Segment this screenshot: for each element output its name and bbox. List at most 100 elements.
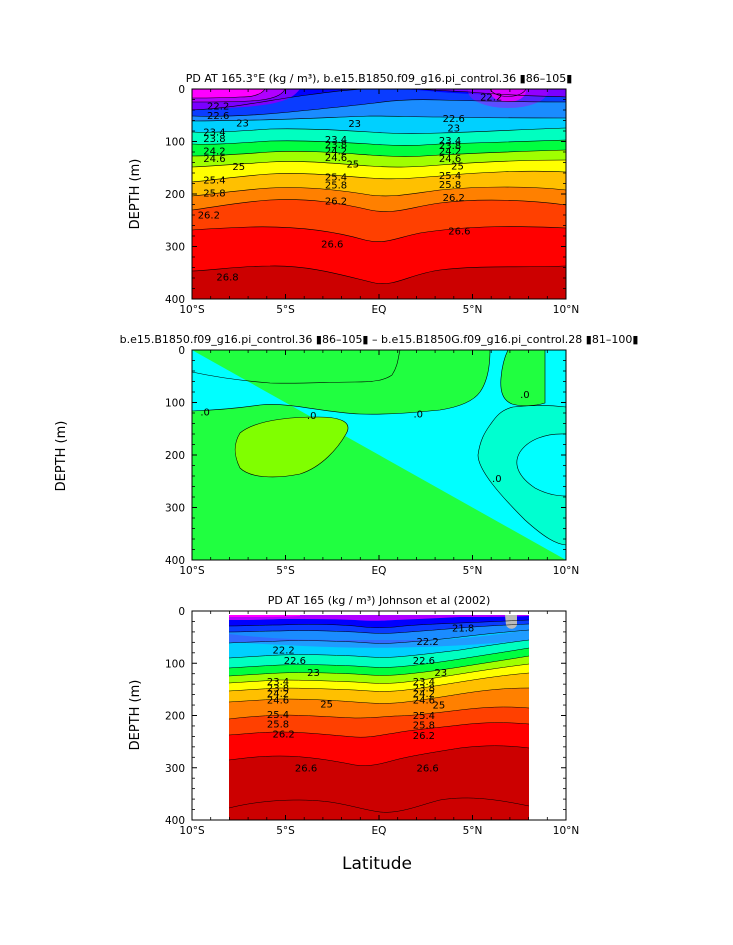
p1-band-magenta-right	[490, 89, 526, 102]
contour-label: 25.8	[325, 181, 347, 192]
contour-label: 24.2	[267, 689, 289, 700]
contour-label: 26.6	[448, 226, 470, 237]
contour-label: .0	[492, 474, 502, 485]
panel2-labels: .0 .0 .0 .0 .0	[200, 390, 530, 485]
y-tick-label: 100	[165, 137, 185, 149]
p3-contour-line	[229, 663, 529, 684]
x-tick-label: 5°S	[276, 304, 295, 316]
contour-label: 24.6	[439, 154, 461, 165]
contour-label: 22.6	[207, 111, 229, 122]
panel2-title: b.e15.B1850.f09_g16.pi_control.36 ▮86–10…	[120, 333, 639, 346]
contour-label: 23.8	[203, 134, 225, 145]
p1-band-magenta	[192, 89, 265, 98]
p3-contour-line	[229, 629, 529, 644]
contour-label: 23.8	[439, 141, 461, 152]
contour-label: 25	[432, 701, 445, 712]
p2-contour-line	[192, 350, 401, 384]
p1-contour-line	[192, 199, 566, 212]
p2-contour-lines	[192, 350, 566, 546]
contour-label: 22.6	[284, 656, 306, 667]
panel1-ylabel: DEPTH (m)	[128, 159, 143, 230]
y-tick-label: 200	[165, 450, 185, 462]
p1-contour-line	[192, 159, 566, 168]
p3-missing	[505, 615, 517, 629]
contour-label: 24.6	[203, 154, 225, 165]
contour-label: 26.2	[272, 729, 294, 740]
y-tick-label: 400	[165, 815, 185, 827]
p2-region-cyan-top	[192, 350, 566, 560]
contour-label: .0	[200, 407, 210, 418]
contour-label: 25.4	[203, 175, 225, 186]
contour-label: 26.8	[216, 272, 238, 283]
p3-band-magenta	[229, 615, 300, 617]
contour-label: 25	[346, 160, 359, 171]
contour-label: 25.8	[413, 720, 435, 731]
p1-contour-line	[192, 170, 566, 183]
panel2-axes: 10°S 5°S EQ 5°N 10°N 0 100 200 300 400	[165, 345, 579, 577]
y-tick-label: 0	[178, 606, 185, 618]
contour-label: 23	[348, 119, 361, 130]
x-tick-label: 10°S	[179, 565, 205, 577]
p3-contour-lines	[229, 619, 529, 813]
y-tick-label: 400	[165, 294, 185, 306]
contour-label: 23.8	[413, 683, 435, 694]
panel1-title: PD AT 165.3°E (kg / m³), b.e15.B1850.f09…	[186, 72, 573, 85]
panel3-axes: 10°S 5°S EQ 5°N 10°N 0 100 200 300 400	[165, 606, 579, 837]
panel3: PD AT 165 (kg / m³) Johnson et al (2002)	[128, 594, 579, 874]
p3-contour-line	[229, 647, 529, 669]
x-tick-label: 10°S	[179, 825, 205, 837]
contour-label: 23.4	[325, 135, 347, 146]
contour-label: 24.2	[203, 146, 225, 157]
contour-label: 23.8	[267, 683, 289, 694]
contour-label: .0	[413, 410, 423, 421]
p3-contour-line	[229, 706, 529, 720]
y-tick-label: 0	[178, 345, 185, 357]
panel1: PD AT 165.3°E (kg / m³), b.e15.B1850.f09…	[128, 72, 579, 316]
x-tick-label: 5°N	[463, 304, 483, 316]
panel2: b.e15.B1850.f09_g16.pi_control.36 ▮86–10…	[54, 333, 638, 577]
panel3-title: PD AT 165 (kg / m³) Johnson et al (2002)	[268, 594, 491, 607]
y-tick-label: 300	[165, 242, 185, 254]
x-tick-label: EQ	[372, 304, 387, 316]
contour-label: .0	[307, 411, 317, 422]
contour-label: 23.4	[203, 128, 225, 139]
contour-label: 22.6	[413, 656, 435, 667]
p3-contour-line	[229, 639, 529, 659]
contour-label: 26.2	[413, 731, 435, 742]
y-tick-label: 300	[165, 763, 185, 775]
p1-contour-line	[192, 89, 376, 111]
contour-label: 25	[451, 162, 464, 173]
x-tick-label: 10°S	[179, 304, 205, 316]
contour-label: 24.2	[325, 146, 347, 157]
p1-contour-line	[192, 89, 286, 103]
x-tick-label: EQ	[372, 565, 387, 577]
contour-label: 23.4	[413, 677, 435, 688]
contour-label: 22.6	[443, 114, 465, 125]
panel3-plot-area	[229, 615, 529, 820]
contour-label: 23.4	[439, 136, 461, 147]
x-tick-label: 10°N	[553, 825, 579, 837]
p3-contour-line	[229, 672, 529, 692]
p1-contour-line	[192, 127, 566, 134]
p3-band-violet	[229, 630, 529, 648]
contour-label: .0	[520, 390, 530, 401]
p3-contour-line	[229, 619, 529, 628]
p1-contour-line	[192, 115, 566, 122]
panel1-axes: 10°S 5°S EQ 5°N 10°N 0 100 200 300 400	[165, 84, 579, 316]
contour-label: 25.4	[413, 711, 435, 722]
panel2-plot-area	[192, 350, 566, 560]
contour-label: 24.2	[413, 689, 435, 700]
p3-contour-line	[229, 745, 529, 766]
contour-label: 22.2	[272, 646, 294, 657]
p3-contour-line	[229, 623, 529, 634]
panel2-ylabel: DEPTH (m)	[54, 421, 69, 492]
panel3-labels: 21.822.222.222.6 22.623 2323.423.824.224.6…	[267, 624, 474, 775]
p1-contour-line	[192, 99, 566, 117]
contour-label: 23	[236, 119, 249, 130]
p3-contour-line	[229, 722, 529, 738]
contour-label: 21.8	[452, 624, 474, 635]
contour-label: 26.2	[325, 196, 347, 207]
contour-label: 24.6	[267, 695, 289, 706]
